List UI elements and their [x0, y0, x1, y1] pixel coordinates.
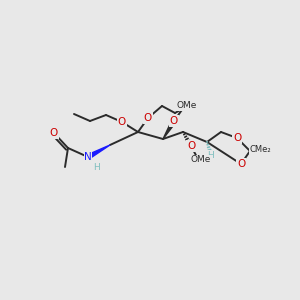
Text: O: O	[118, 117, 126, 127]
Text: H: H	[93, 164, 99, 172]
Text: CMe₂: CMe₂	[249, 146, 271, 154]
Text: O: O	[187, 141, 195, 151]
Text: O: O	[233, 133, 241, 143]
Polygon shape	[87, 145, 110, 159]
Text: O: O	[170, 116, 178, 126]
Text: O: O	[237, 159, 245, 169]
Text: OMe: OMe	[177, 101, 197, 110]
Text: OMe: OMe	[191, 155, 211, 164]
Text: N: N	[84, 152, 92, 162]
Text: O: O	[50, 128, 58, 138]
Polygon shape	[163, 120, 176, 139]
Text: O: O	[144, 113, 152, 123]
Text: H: H	[208, 151, 214, 160]
